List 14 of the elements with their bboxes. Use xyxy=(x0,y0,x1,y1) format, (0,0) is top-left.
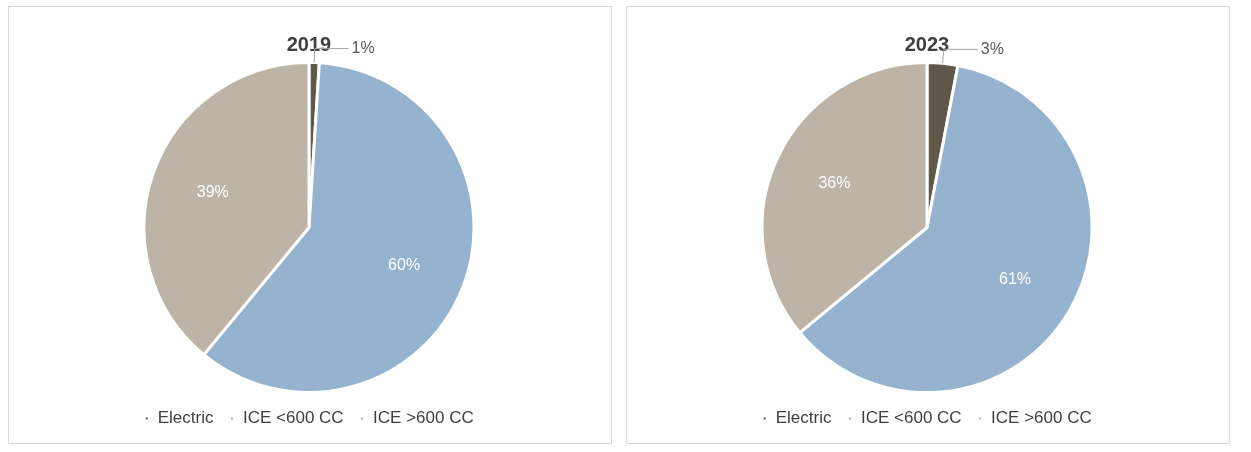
data-label: 61% xyxy=(999,269,1032,287)
data-label: 60% xyxy=(388,255,421,273)
legend-label: Electric xyxy=(157,408,214,428)
chart-title: 2019 xyxy=(286,32,332,55)
legend-label: ICE >600 CC xyxy=(991,408,1092,428)
legend-label: Electric xyxy=(775,408,832,428)
legend-label: ICE <600 CC xyxy=(860,408,962,428)
data-label: 39% xyxy=(196,183,229,201)
data-label: 3% xyxy=(980,39,1004,57)
data-label: 1% xyxy=(351,38,375,56)
legend-label: ICE >600 CC xyxy=(373,408,474,428)
data-label: 36% xyxy=(818,174,851,192)
legend-label: ICE <600 CC xyxy=(242,408,344,428)
chart-title: 2023 xyxy=(904,32,950,55)
